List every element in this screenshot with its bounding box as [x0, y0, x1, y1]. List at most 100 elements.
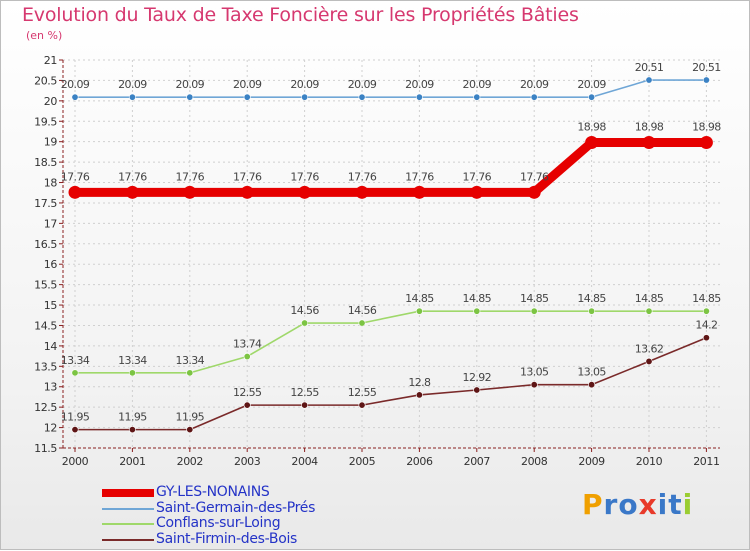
- data-point-saint-germain-des-pr-s: [645, 76, 653, 84]
- data-label-saint-firmin-des-bois: 13.05: [520, 366, 549, 379]
- data-label-conflans-sur-loing: 14.85: [635, 292, 664, 305]
- data-point-saint-firmin-des-bois: [301, 401, 309, 409]
- legend-label: Saint-Germain-des-Prés: [156, 500, 316, 516]
- data-label-saint-firmin-des-bois: 11.95: [176, 411, 205, 424]
- data-point-saint-firmin-des-bois: [588, 381, 596, 389]
- x-tick-label: 2002: [177, 455, 203, 468]
- data-point-conflans-sur-loing: [530, 307, 538, 315]
- data-point-conflans-sur-loing: [301, 319, 309, 327]
- y-tick-label: 18.5: [34, 156, 57, 169]
- y-tick-label: 15.5: [34, 279, 57, 292]
- x-tick-label: 2006: [406, 455, 433, 468]
- data-point-saint-firmin-des-bois: [415, 391, 423, 399]
- data-point-saint-germain-des-pr-s: [301, 93, 309, 101]
- data-label-saint-germain-des-pr-s: 20.09: [463, 78, 492, 91]
- data-label-conflans-sur-loing: 13.74: [233, 338, 262, 351]
- y-tick-label: 11.5: [34, 442, 57, 455]
- data-point-saint-germain-des-pr-s: [530, 93, 538, 101]
- data-label-gy-les-nonains: 18.98: [692, 121, 721, 134]
- data-point-saint-germain-des-pr-s: [702, 76, 710, 84]
- data-label-conflans-sur-loing: 13.34: [118, 354, 147, 367]
- x-tick-label: 2000: [62, 455, 89, 468]
- y-tick-label: 12.5: [34, 401, 57, 414]
- data-point-gy-les-nonains: [125, 185, 139, 199]
- series-line-saint-firmin-des-bois: [74, 336, 708, 431]
- data-point-gy-les-nonains: [298, 185, 312, 199]
- data-label-saint-germain-des-pr-s: 20.09: [577, 78, 606, 91]
- y-tick-label: 18: [44, 177, 58, 190]
- logo-letter: i: [657, 488, 669, 521]
- data-point-conflans-sur-loing: [128, 369, 136, 377]
- data-label-gy-les-nonains: 17.76: [290, 170, 319, 183]
- data-label-saint-germain-des-pr-s: 20.51: [635, 61, 664, 74]
- data-point-gy-les-nonains: [585, 136, 599, 150]
- data-label-gy-les-nonains: 17.76: [405, 170, 434, 183]
- y-tick-label: 17: [44, 217, 58, 230]
- y-tick-label: 12: [44, 422, 57, 435]
- legend-label: Saint-Firmin-des-Bois: [156, 531, 298, 547]
- data-label-saint-firmin-des-bois: 13.05: [577, 366, 606, 379]
- data-label-gy-les-nonains: 17.76: [61, 170, 90, 183]
- logo-letter: i: [682, 488, 694, 521]
- data-point-saint-firmin-des-bois: [645, 357, 653, 365]
- y-tick-label: 19.5: [34, 115, 57, 128]
- data-point-conflans-sur-loing: [186, 369, 194, 377]
- data-point-saint-germain-des-pr-s: [71, 93, 79, 101]
- logo-letter: x: [638, 488, 658, 521]
- data-label-saint-germain-des-pr-s: 20.09: [290, 78, 319, 91]
- data-label-conflans-sur-loing: 13.34: [61, 354, 90, 367]
- logo-letter: t: [668, 488, 683, 521]
- logo-letter: P: [582, 488, 604, 521]
- data-label-gy-les-nonains: 17.76: [233, 170, 262, 183]
- y-tick-label: 16: [44, 258, 58, 271]
- data-label-conflans-sur-loing: 14.85: [520, 292, 549, 305]
- y-tick-label: 17.5: [34, 197, 57, 210]
- data-label-saint-firmin-des-bois: 12.55: [290, 386, 319, 399]
- data-point-conflans-sur-loing: [243, 353, 251, 361]
- y-tick-label: 15: [44, 299, 58, 312]
- data-point-gy-les-nonains: [412, 185, 426, 199]
- data-point-saint-germain-des-pr-s: [358, 93, 366, 101]
- data-point-gy-les-nonains: [355, 185, 369, 199]
- data-point-conflans-sur-loing: [71, 369, 79, 377]
- data-label-conflans-sur-loing: 13.34: [176, 354, 205, 367]
- series-line-saint-germain-des-pr-s: [74, 79, 708, 98]
- y-tick-label: 19: [44, 136, 58, 149]
- y-tick-label: 13: [44, 381, 58, 394]
- data-point-saint-firmin-des-bois: [358, 401, 366, 409]
- data-label-saint-germain-des-pr-s: 20.09: [405, 78, 434, 91]
- data-point-saint-germain-des-pr-s: [128, 93, 136, 101]
- data-label-gy-les-nonains: 17.76: [520, 170, 549, 183]
- data-point-conflans-sur-loing: [473, 307, 481, 315]
- data-label-saint-firmin-des-bois: 12.55: [233, 386, 262, 399]
- data-point-conflans-sur-loing: [702, 307, 710, 315]
- y-tick-label: 21: [44, 54, 57, 67]
- data-point-gy-les-nonains: [642, 136, 656, 150]
- data-point-saint-firmin-des-bois: [530, 381, 538, 389]
- data-label-conflans-sur-loing: 14.85: [463, 292, 492, 305]
- data-point-saint-firmin-des-bois: [128, 426, 136, 434]
- data-label-saint-germain-des-pr-s: 20.09: [61, 78, 90, 91]
- y-tick-label: 16.5: [34, 238, 57, 251]
- data-label-saint-firmin-des-bois: 14.2: [695, 319, 717, 332]
- data-point-gy-les-nonains: [240, 185, 254, 199]
- data-label-conflans-sur-loing: 14.56: [348, 304, 377, 317]
- x-tick-label: 2003: [234, 455, 261, 468]
- series-line-conflans-sur-loing: [74, 310, 708, 374]
- data-point-gy-les-nonains: [699, 136, 713, 150]
- data-point-gy-les-nonains: [183, 185, 197, 199]
- legend-swatch: [102, 539, 154, 541]
- data-point-gy-les-nonains: [470, 185, 484, 199]
- data-point-saint-firmin-des-bois: [243, 401, 251, 409]
- data-label-saint-firmin-des-bois: 12.8: [408, 376, 431, 389]
- data-point-conflans-sur-loing: [645, 307, 653, 315]
- data-label-gy-les-nonains: 17.76: [118, 170, 147, 183]
- legend-swatch: [102, 489, 154, 497]
- data-label-saint-firmin-des-bois: 12.55: [348, 386, 377, 399]
- series-line-gy-les-nonains: [70, 138, 711, 197]
- legend-swatch: [102, 508, 154, 510]
- y-tick-label: 14: [44, 340, 58, 353]
- proxiti-logo: Proxiti: [582, 488, 693, 521]
